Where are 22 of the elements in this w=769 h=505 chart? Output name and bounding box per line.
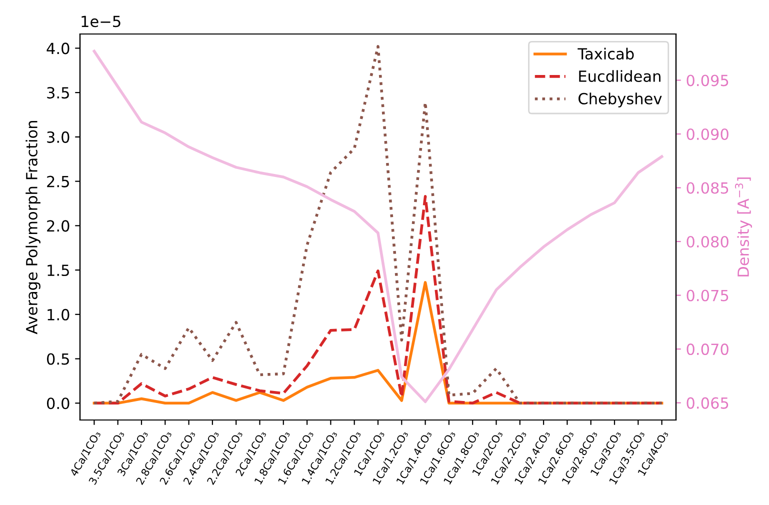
y2-axis-title: Density [A$^{−3}$] <box>735 178 752 276</box>
legend-label: Eucdlidean <box>579 70 660 82</box>
y-tick-label: 2.0 <box>47 220 70 232</box>
y-tick-label: 3.0 <box>47 131 70 143</box>
y-tick-label: 0.5 <box>46 353 69 365</box>
text: 1e−5 <box>82 16 120 28</box>
y-tick-label: 3.5 <box>47 87 69 99</box>
y2-tick-label: 0.080 <box>686 236 728 248</box>
y-tick-label: 1.0 <box>48 308 70 320</box>
y-tick-label: 0.0 <box>46 398 70 410</box>
y2-tick-label: 0.075 <box>686 290 728 302</box>
legend-label: Taxicab <box>578 48 634 60</box>
y2-tick-label: 0.085 <box>686 182 728 194</box>
y-tick-label: 2.5 <box>47 176 69 188</box>
y-axis-title: Average Polymorph Fraction <box>26 120 40 334</box>
y2-tick-label: 0.095 <box>686 74 728 86</box>
y-tick-label: 1.5 <box>48 264 69 276</box>
y2-tick-label: 0.070 <box>686 344 728 356</box>
y2-tick-label: 0.090 <box>686 128 728 140</box>
legend-label: Chebyshev <box>578 92 662 108</box>
y-tick-label: 4.0 <box>46 42 70 54</box>
y2-tick-label: 0.065 <box>686 397 728 409</box>
